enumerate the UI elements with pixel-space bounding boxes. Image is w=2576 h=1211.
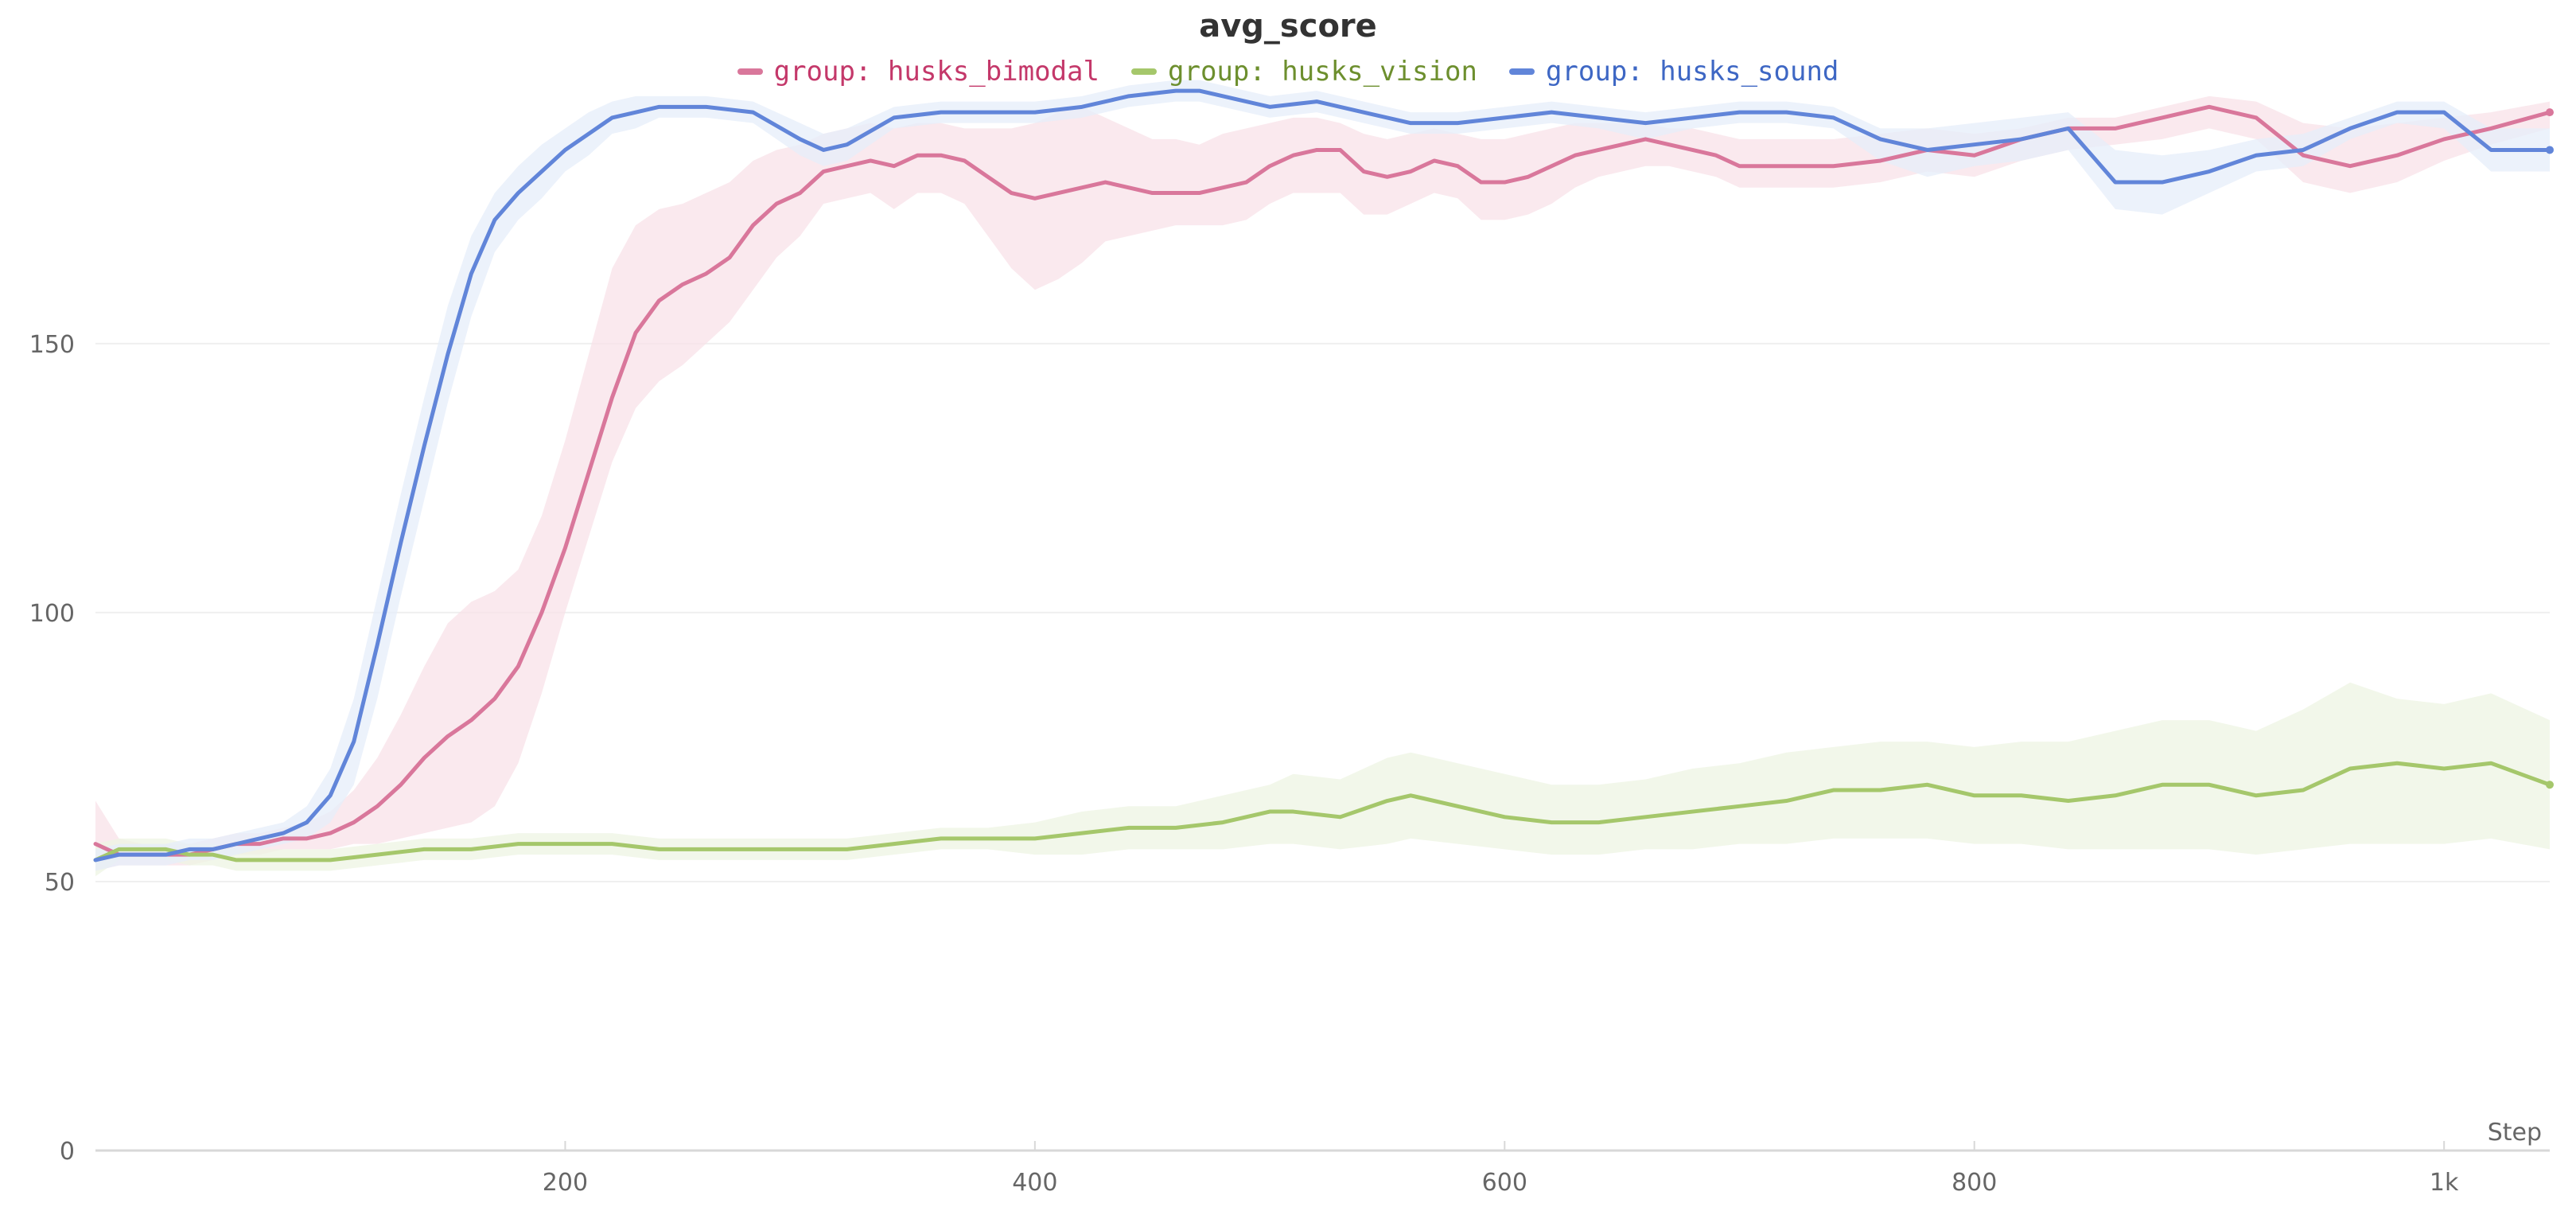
band-husks-vision: [95, 682, 2550, 877]
legend-swatch-husks-sound: [1508, 68, 1535, 75]
x-tick-label: 400: [1012, 1169, 1057, 1197]
y-tick-label: 0: [60, 1138, 75, 1166]
x-tick-label: 1k: [2430, 1169, 2459, 1197]
band-husks-bimodal: [95, 95, 2550, 871]
y-tick-label: 100: [29, 600, 75, 628]
x-axis-label: Step: [2488, 1119, 2542, 1147]
series-endpoint-husks-sound: [2546, 146, 2554, 154]
x-tick-label: 200: [543, 1169, 588, 1197]
series-line-husks-sound: [93, 88, 2552, 862]
y-tick-label: 50: [45, 869, 75, 897]
legend-swatch-husks-vision: [1131, 68, 1157, 75]
legend-item-husks-vision[interactable]: group: husks_vision: [1131, 56, 1477, 88]
legend-item-husks-bimodal[interactable]: group: husks_bimodal: [737, 56, 1099, 88]
confidence-bands: [95, 80, 2550, 877]
series-endpoint-husks-vision: [2546, 781, 2554, 789]
legend-swatch-husks-bimodal: [737, 68, 763, 75]
legend-item-husks-sound[interactable]: group: husks_sound: [1508, 56, 1839, 88]
series-line-husks-bimodal: [93, 104, 2552, 857]
legend-label-husks-bimodal: group: husks_bimodal: [773, 56, 1099, 88]
legend: group: husks_bimodal group: husks_vision…: [0, 56, 2576, 88]
series-line-husks-vision: [93, 761, 2552, 862]
band-husks-sound: [95, 80, 2550, 871]
x-tick-label: 600: [1482, 1169, 1527, 1197]
legend-label-husks-sound: group: husks_sound: [1545, 56, 1839, 88]
chart-title: avg_score: [1199, 8, 1377, 45]
y-tick-label: 150: [29, 331, 75, 359]
legend-label-husks-vision: group: husks_vision: [1168, 56, 1477, 88]
x-tick-label: 800: [1951, 1169, 1997, 1197]
series-lines: [93, 88, 2554, 862]
tick-labels: 0 50 100 150 200 400 600 800 1k: [29, 331, 2459, 1197]
series-endpoint-husks-bimodal: [2546, 108, 2554, 117]
